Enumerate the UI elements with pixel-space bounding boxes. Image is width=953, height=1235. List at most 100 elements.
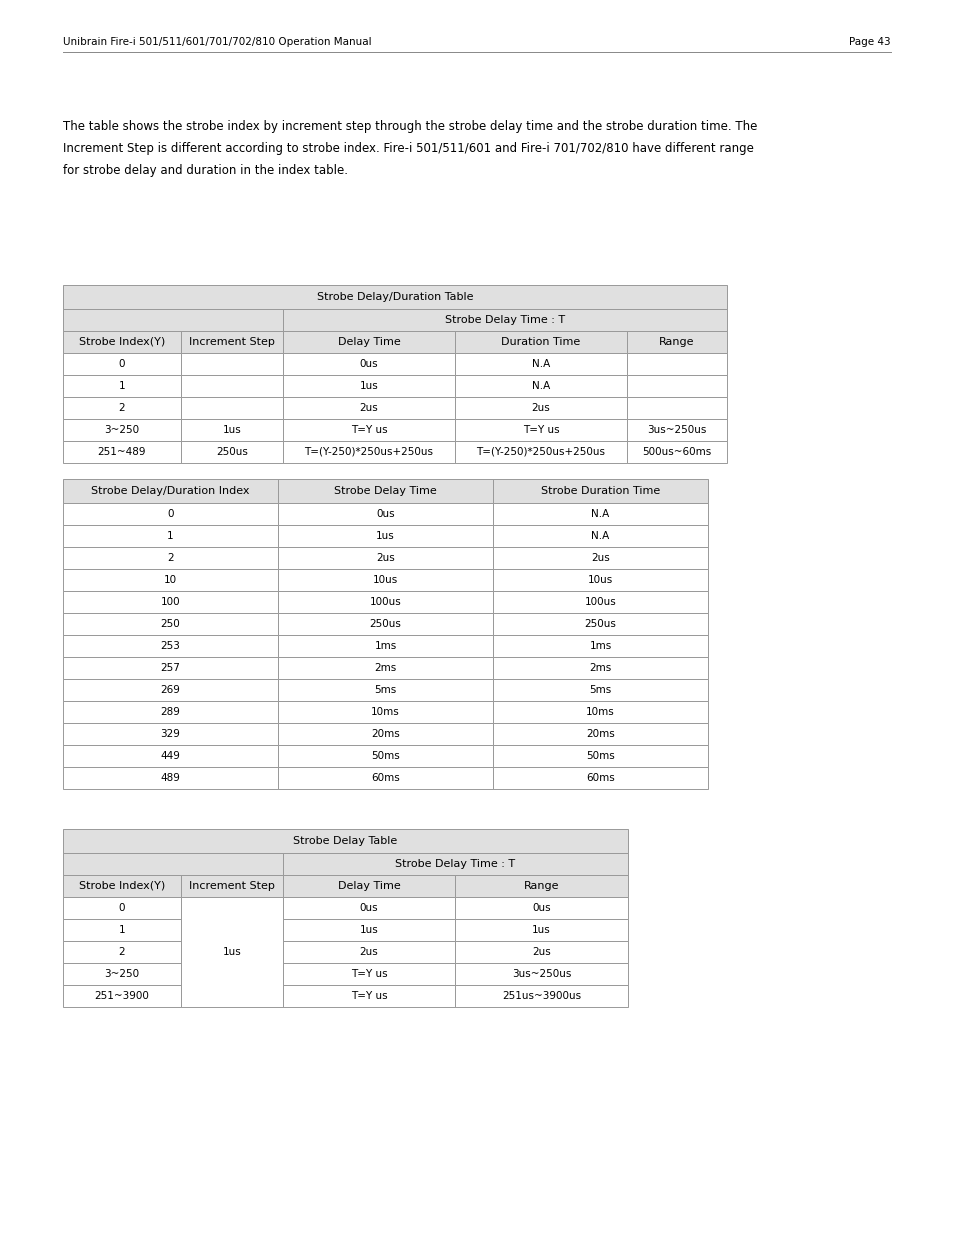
- Bar: [277, 569, 493, 592]
- Text: Delay Time: Delay Time: [337, 337, 400, 347]
- Text: N.A: N.A: [591, 531, 609, 541]
- Text: 2us: 2us: [359, 947, 378, 957]
- Bar: [493, 722, 707, 745]
- Text: Strobe Delay/Duration Table: Strobe Delay/Duration Table: [316, 291, 473, 303]
- Bar: [63, 503, 277, 525]
- Text: Strobe Delay Time : T: Strobe Delay Time : T: [444, 315, 564, 325]
- Bar: [455, 441, 626, 463]
- Text: 10us: 10us: [373, 576, 397, 585]
- Bar: [63, 547, 277, 569]
- Text: 250us: 250us: [215, 447, 248, 457]
- Bar: [283, 853, 627, 876]
- Bar: [283, 441, 455, 463]
- Text: 10: 10: [164, 576, 177, 585]
- Text: N.A: N.A: [591, 509, 609, 519]
- Text: Duration Time: Duration Time: [501, 337, 580, 347]
- Text: 1us: 1us: [375, 531, 395, 541]
- Bar: [455, 375, 626, 396]
- Bar: [63, 479, 277, 503]
- Text: 250: 250: [160, 619, 180, 629]
- Bar: [493, 745, 707, 767]
- Text: 3us~250us: 3us~250us: [511, 969, 571, 979]
- Text: 449: 449: [160, 751, 180, 761]
- Text: 10us: 10us: [587, 576, 613, 585]
- Bar: [63, 419, 181, 441]
- Text: Strobe Index(Y): Strobe Index(Y): [79, 337, 165, 347]
- Bar: [181, 353, 283, 375]
- Bar: [63, 525, 277, 547]
- Text: 100us: 100us: [369, 597, 401, 606]
- Text: 269: 269: [160, 685, 180, 695]
- Text: 251~3900: 251~3900: [94, 990, 150, 1002]
- Bar: [63, 396, 181, 419]
- Text: Increment Step: Increment Step: [189, 337, 274, 347]
- Bar: [63, 853, 283, 876]
- Text: 10ms: 10ms: [585, 706, 615, 718]
- Text: N.A: N.A: [532, 359, 550, 369]
- Text: 489: 489: [160, 773, 180, 783]
- Bar: [63, 986, 181, 1007]
- Bar: [493, 767, 707, 789]
- Text: 2us: 2us: [532, 947, 550, 957]
- Bar: [283, 941, 455, 963]
- Bar: [455, 876, 627, 897]
- Text: 329: 329: [160, 729, 180, 739]
- Bar: [277, 679, 493, 701]
- Bar: [181, 331, 283, 353]
- Bar: [493, 679, 707, 701]
- Bar: [493, 635, 707, 657]
- Bar: [493, 525, 707, 547]
- Text: 1ms: 1ms: [589, 641, 611, 651]
- Bar: [493, 547, 707, 569]
- Text: 251~489: 251~489: [97, 447, 146, 457]
- Text: 2: 2: [167, 553, 173, 563]
- Text: 0us: 0us: [532, 903, 550, 913]
- Bar: [493, 479, 707, 503]
- Bar: [277, 701, 493, 722]
- Text: 2ms: 2ms: [589, 663, 611, 673]
- Text: T=Y us: T=Y us: [351, 425, 387, 435]
- Text: 0: 0: [167, 509, 173, 519]
- Bar: [277, 547, 493, 569]
- Bar: [493, 613, 707, 635]
- Text: 2us: 2us: [591, 553, 609, 563]
- Bar: [63, 441, 181, 463]
- Bar: [277, 479, 493, 503]
- Bar: [63, 701, 277, 722]
- Bar: [626, 353, 726, 375]
- Bar: [63, 963, 181, 986]
- Text: N.A: N.A: [532, 382, 550, 391]
- Text: Page 43: Page 43: [848, 37, 890, 47]
- Bar: [63, 657, 277, 679]
- Text: 0us: 0us: [359, 359, 378, 369]
- Bar: [63, 353, 181, 375]
- Text: 100us: 100us: [584, 597, 616, 606]
- Bar: [63, 897, 181, 919]
- Text: 500us~60ms: 500us~60ms: [641, 447, 711, 457]
- Text: Range: Range: [523, 881, 558, 890]
- Bar: [455, 897, 627, 919]
- Bar: [283, 353, 455, 375]
- Text: 257: 257: [160, 663, 180, 673]
- Text: 1us: 1us: [359, 925, 378, 935]
- Text: 250us: 250us: [584, 619, 616, 629]
- Bar: [277, 592, 493, 613]
- Bar: [455, 331, 626, 353]
- Text: Strobe Duration Time: Strobe Duration Time: [540, 487, 659, 496]
- Bar: [493, 569, 707, 592]
- Text: 250us: 250us: [369, 619, 401, 629]
- Bar: [283, 331, 455, 353]
- Bar: [626, 375, 726, 396]
- Text: 2: 2: [118, 947, 125, 957]
- Bar: [493, 503, 707, 525]
- Bar: [63, 876, 181, 897]
- Bar: [493, 701, 707, 722]
- Text: The table shows the strobe index by increment step through the strobe delay time: The table shows the strobe index by incr…: [63, 120, 757, 133]
- Text: T=(Y-250)*250us+250us: T=(Y-250)*250us+250us: [476, 447, 605, 457]
- Bar: [277, 722, 493, 745]
- Bar: [455, 396, 626, 419]
- Text: T=Y us: T=Y us: [351, 990, 387, 1002]
- Bar: [283, 309, 726, 331]
- Text: 3us~250us: 3us~250us: [647, 425, 706, 435]
- Bar: [63, 285, 726, 309]
